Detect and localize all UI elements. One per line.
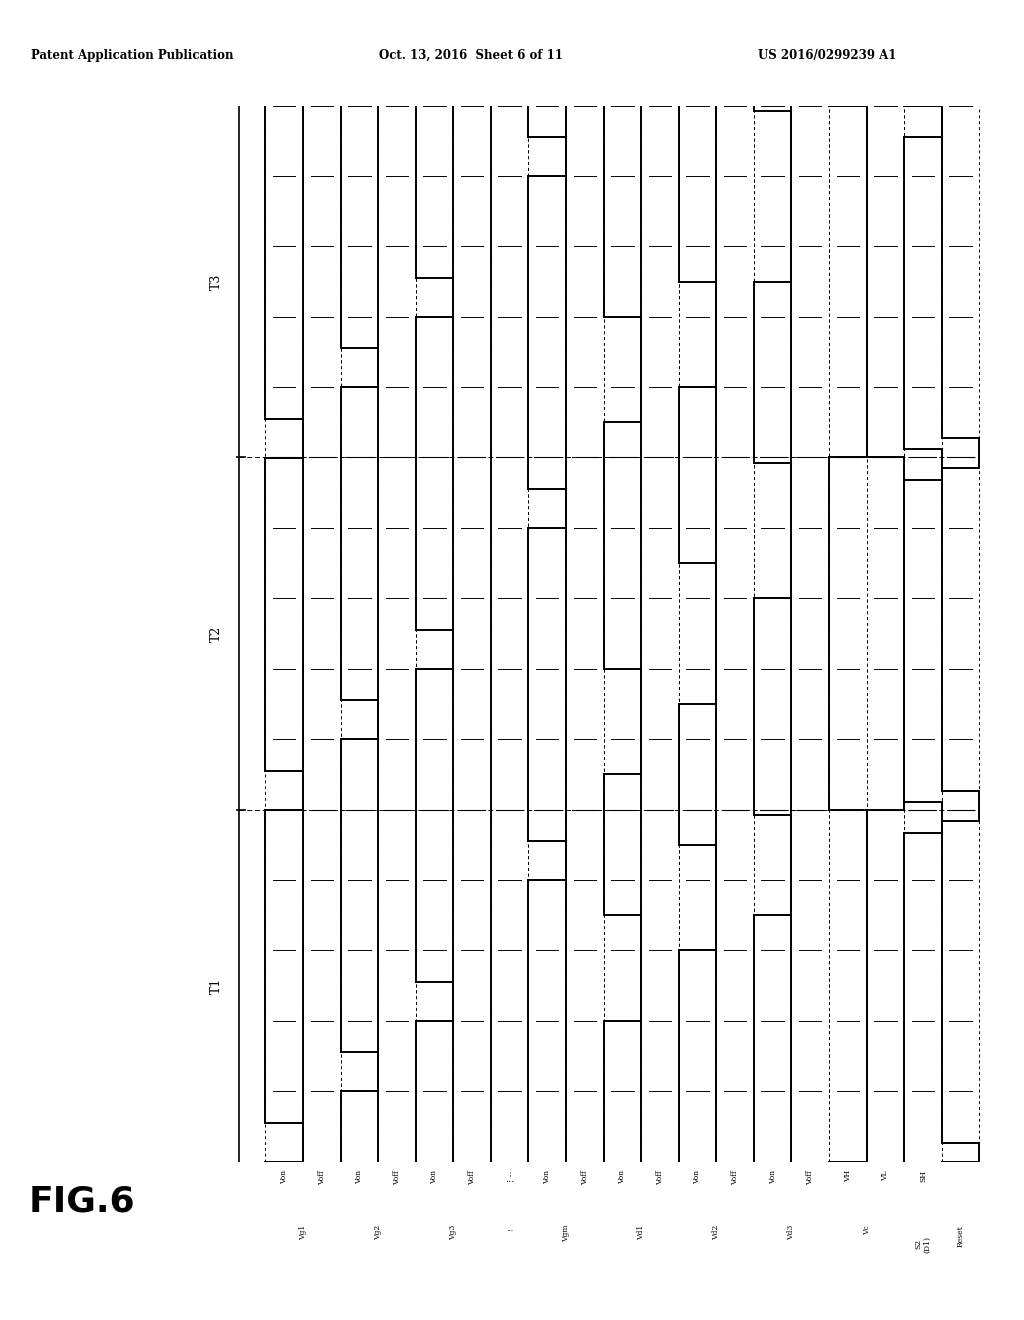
Text: Voff: Voff [731, 1170, 739, 1185]
Text: Voff: Voff [468, 1170, 476, 1185]
Text: Von: Von [618, 1170, 627, 1184]
Text: Vgm: Vgm [562, 1225, 570, 1242]
Text: Voff: Voff [317, 1170, 326, 1185]
Text: Vc: Vc [862, 1225, 870, 1234]
Text: Von: Von [281, 1170, 288, 1184]
Text: Voff: Voff [656, 1170, 664, 1185]
Text: Von: Von [355, 1170, 364, 1184]
Text: Von: Von [543, 1170, 551, 1184]
Text: T2: T2 [210, 626, 223, 642]
Text: Vg1: Vg1 [299, 1225, 307, 1241]
Text: Von: Von [693, 1170, 701, 1184]
Text: Von: Von [430, 1170, 438, 1184]
Text: Vd1: Vd1 [637, 1225, 645, 1241]
Text: VH: VH [844, 1170, 852, 1183]
Text: Voff: Voff [581, 1170, 589, 1185]
Text: FIG.6: FIG.6 [29, 1184, 135, 1218]
Text: Reset: Reset [956, 1225, 965, 1246]
Text: ...: ... [506, 1170, 514, 1177]
Text: S2
(D1): S2 (D1) [914, 1236, 932, 1253]
Text: VL: VL [882, 1170, 890, 1180]
Text: T3: T3 [210, 273, 223, 289]
Text: Von: Von [769, 1170, 776, 1184]
Text: SH: SH [919, 1170, 927, 1181]
Text: Voff: Voff [806, 1170, 814, 1185]
Text: T1: T1 [210, 978, 223, 994]
Text: Patent Application Publication: Patent Application Publication [31, 49, 233, 62]
Text: US 2016/0299239 A1: US 2016/0299239 A1 [758, 49, 896, 62]
Text: ...: ... [506, 1225, 513, 1233]
Text: Voff: Voff [393, 1170, 401, 1185]
Text: Vg3: Vg3 [450, 1225, 458, 1241]
Text: ...: ... [505, 1175, 514, 1184]
Text: Oct. 13, 2016  Sheet 6 of 11: Oct. 13, 2016 Sheet 6 of 11 [379, 49, 563, 62]
Text: Vg2: Vg2 [374, 1225, 382, 1241]
Text: Vd2: Vd2 [713, 1225, 720, 1241]
Text: Vd3: Vd3 [787, 1225, 796, 1241]
